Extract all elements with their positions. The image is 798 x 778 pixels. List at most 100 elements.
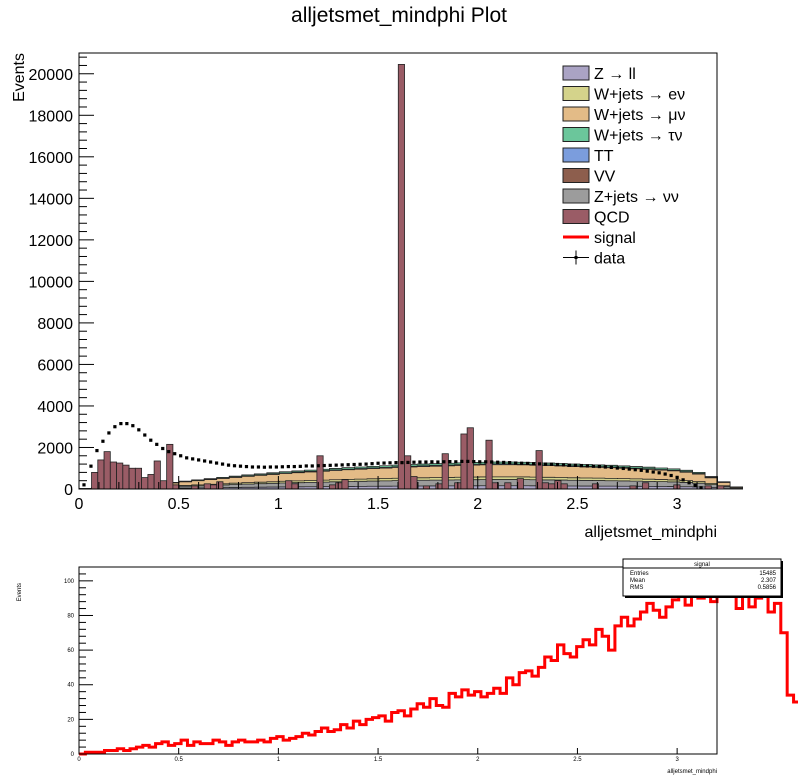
legend-label: Z+jets → νν: [594, 189, 679, 206]
qcd-bin: [717, 485, 725, 490]
x-axis-title: alljetsmet_mindphi: [667, 769, 717, 775]
x-tick-label: 1: [274, 496, 283, 513]
x-tick-label: 0: [77, 757, 81, 763]
legend-swatch: [562, 86, 590, 101]
data-point: [310, 464, 314, 468]
data-point: [657, 471, 661, 475]
data-point: [346, 463, 350, 467]
data-point: [549, 462, 554, 466]
statbox-value: 15485: [759, 571, 776, 577]
data-point: [430, 460, 434, 464]
bottom-plot-frame: [78, 566, 718, 755]
data-point: [597, 464, 601, 469]
qcd-bin: [642, 482, 650, 490]
legend-label: signal: [594, 230, 636, 247]
data-point: [137, 428, 141, 432]
data-point: [502, 460, 506, 465]
data-point: [286, 464, 290, 469]
data-point: [514, 461, 518, 465]
data-point: [125, 422, 129, 426]
data-point: [149, 438, 153, 442]
qcd-bin: [159, 480, 168, 490]
y-tick-label: 2000: [37, 440, 73, 457]
y-tick-label: 8000: [37, 316, 73, 333]
data-point: [292, 464, 296, 469]
qcd-bin: [535, 450, 543, 490]
data-point: [161, 446, 165, 451]
data-point: [298, 464, 302, 468]
legend-label: W+jets → τν: [594, 128, 683, 145]
x-tick-label: 2: [473, 496, 482, 513]
qcd-bin: [435, 483, 443, 490]
x-tick-label: 1.5: [374, 757, 383, 763]
y-tick-label: 6000: [37, 357, 73, 374]
data-point: [370, 462, 374, 466]
data-point: [268, 465, 272, 469]
data-point: [472, 459, 476, 464]
y-tick-label: 80: [67, 613, 74, 619]
y-tick-label: 40: [67, 683, 74, 689]
y-tick-label: 18000: [29, 108, 74, 125]
data-point: [496, 460, 500, 464]
legend-swatch: [562, 168, 590, 183]
data-point: [358, 462, 362, 466]
data-point: [567, 463, 572, 467]
y-tick-label: 4000: [37, 399, 73, 416]
qcd-spike: [466, 427, 474, 490]
x-tick-label: 1.5: [367, 496, 389, 513]
data-point: [669, 473, 673, 478]
data-point: [555, 462, 560, 467]
statbox-value: 2.307: [761, 578, 777, 584]
legend-label: TT: [594, 148, 614, 165]
data-point: [561, 463, 566, 467]
signal-histogram: [79, 582, 798, 756]
statbox-key: RMS: [630, 585, 643, 591]
data-point: [418, 460, 422, 464]
qcd-bin: [210, 484, 218, 490]
y-tick-label: 60: [67, 648, 74, 654]
data-point: [185, 456, 189, 460]
x-tick-label: 2.5: [573, 757, 582, 763]
data-point: [603, 465, 607, 469]
data-point: [442, 460, 446, 464]
data-point: [609, 465, 613, 470]
data-point: [394, 461, 398, 465]
qcd-bin: [285, 480, 293, 490]
legend-marker-dot: [574, 256, 578, 259]
data-point: [316, 464, 320, 468]
data-point: [693, 483, 697, 488]
y-axis-title: Events: [11, 53, 28, 102]
data-point: [119, 422, 123, 426]
data-point: [645, 469, 649, 473]
qcd-bin: [560, 483, 568, 490]
legend-label: data: [594, 251, 625, 268]
x-tick-label: 0.5: [175, 757, 184, 763]
data-point: [478, 460, 482, 464]
y-tick-label: 16000: [29, 150, 74, 167]
qcd-spike: [441, 453, 449, 490]
x-tick-label: 2.5: [566, 496, 588, 513]
data-point: [250, 465, 255, 469]
qcd-bin: [203, 483, 211, 490]
y-tick-label: 0: [64, 482, 73, 499]
data-point: [400, 461, 404, 465]
qcd-bin: [291, 483, 299, 490]
data-point: [352, 462, 356, 467]
data-point: [167, 450, 171, 454]
legend-label: W+jets → eν: [594, 87, 685, 104]
data-point: [232, 464, 237, 468]
x-tick-label: 1: [277, 757, 281, 763]
legend-label: W+jets → μν: [594, 107, 685, 124]
data-point: [262, 465, 267, 469]
legend-swatch: [562, 127, 590, 142]
statbox: [622, 558, 782, 597]
x-tick-label: 3: [673, 496, 682, 513]
legend-label: Z → ll: [594, 66, 636, 83]
qcd-bin: [504, 482, 512, 490]
data-point: [322, 463, 326, 468]
data-point: [508, 461, 512, 465]
qcd-spike: [485, 439, 493, 490]
data-point: [460, 459, 464, 463]
qcd-bin: [109, 461, 117, 490]
data-point: [687, 481, 691, 485]
